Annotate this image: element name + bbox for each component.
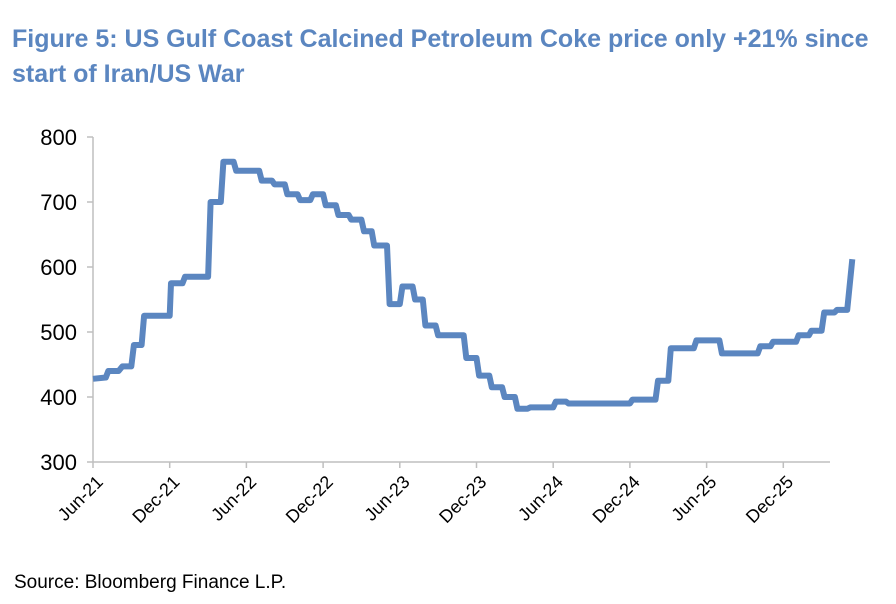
x-tick-label: Dec-25 [742, 472, 797, 527]
x-tick-label: Dec-23 [435, 472, 490, 527]
x-axis-ticks: Jun-21 Dec-21 Jun-22 Dec-22 Jun-23 Dec-23 Jun-… [54, 462, 797, 527]
x-tick-label: Jun-23 [361, 472, 414, 525]
x-tick-label: Jun-22 [207, 472, 260, 525]
price-series-line [92, 158, 856, 412]
source-note: Source: Bloomberg Finance L.P. [14, 572, 287, 593]
x-tick-label: Jun-21 [54, 472, 107, 525]
y-tick-label: 300 [40, 450, 77, 475]
y-tick-label: 700 [40, 190, 77, 215]
x-tick-label: Jun-24 [514, 472, 567, 525]
x-tick-label: Dec-24 [589, 472, 644, 527]
x-tick-label: Dec-22 [282, 472, 337, 527]
y-axis-ticks: 300 400 500 600 700 800 [40, 125, 93, 475]
x-tick-label: Dec-21 [128, 472, 183, 527]
y-tick-label: 800 [40, 125, 77, 150]
y-tick-label: 600 [40, 255, 77, 280]
x-tick-label: Jun-25 [667, 472, 720, 525]
y-tick-label: 400 [40, 385, 77, 410]
y-tick-label: 500 [40, 320, 77, 345]
chart-title: Figure 5: US Gulf Coast Calcined Petrole… [12, 25, 869, 88]
